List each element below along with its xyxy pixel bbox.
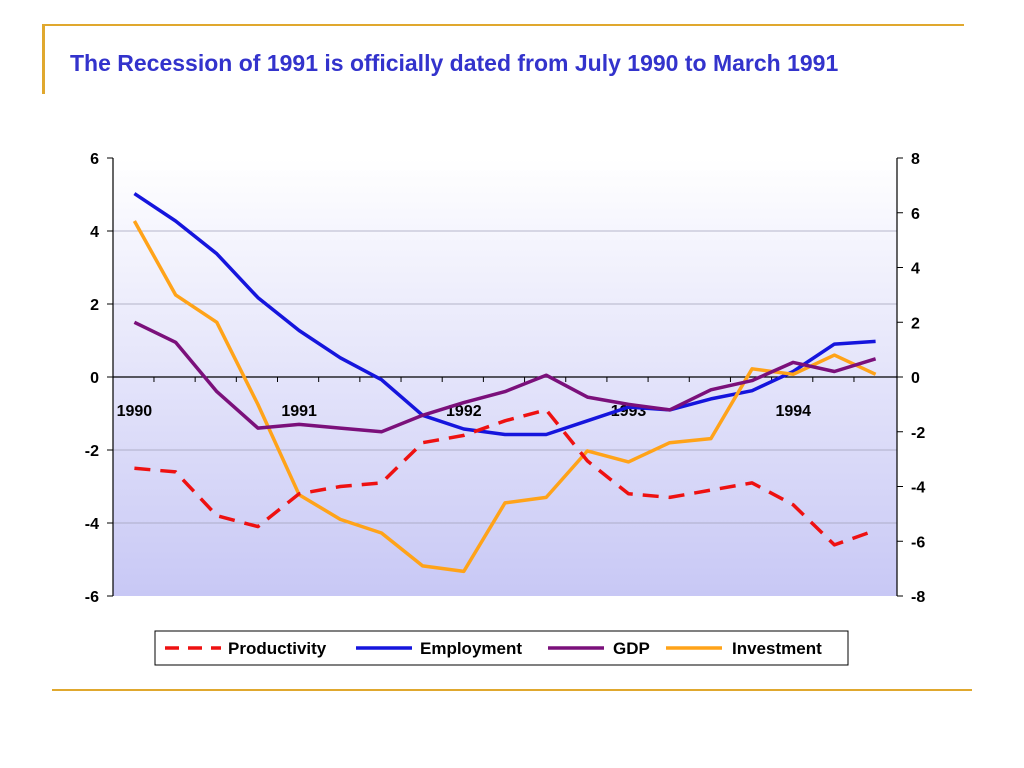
y-left-tick-label: -2 <box>85 443 99 460</box>
slide-title: The Recession of 1991 is officially date… <box>70 50 839 76</box>
y-left-tick-label: 4 <box>90 224 99 241</box>
y-right-tick-label: 8 <box>911 151 920 168</box>
bottom-accent-rule <box>52 689 972 691</box>
title-accent-bar <box>42 24 45 94</box>
legend-box <box>154 630 849 666</box>
y-left-tick-label: -6 <box>85 589 99 606</box>
y-left-tick-label: 6 <box>90 151 99 168</box>
y-right-tick-label: 0 <box>911 370 920 387</box>
y-left-tick-label: 2 <box>90 297 99 314</box>
x-tick-label: 1992 <box>446 403 482 420</box>
series-line-productivity <box>134 408 877 547</box>
y-right-tick-label: 6 <box>911 206 920 223</box>
x-tick-label: 1994 <box>775 403 811 420</box>
legend-label-gdp: GDP <box>613 639 650 658</box>
y-right-tick-label: -6 <box>911 534 925 551</box>
series-line-investment <box>132 220 877 574</box>
legend-label-productivity: Productivity <box>228 639 327 658</box>
y-left-tick-label: 0 <box>90 370 99 387</box>
x-tick-label: 1991 <box>281 403 317 420</box>
y-right-tick-label: -4 <box>911 480 925 497</box>
series-line-employment <box>133 192 876 437</box>
y-right-tick-label: 4 <box>911 261 920 278</box>
y-right-tick-label: 2 <box>911 315 920 332</box>
x-tick-label: 1990 <box>117 403 153 420</box>
legend-label-investment: Investment <box>732 639 822 658</box>
y-right-tick-label: -2 <box>911 425 925 442</box>
legend-label-employment: Employment <box>420 639 522 658</box>
series-line-gdp <box>133 320 877 434</box>
y-right-tick-label: -8 <box>911 589 925 606</box>
y-left-tick-label: -4 <box>85 516 99 533</box>
title-accent-rule <box>42 24 964 26</box>
